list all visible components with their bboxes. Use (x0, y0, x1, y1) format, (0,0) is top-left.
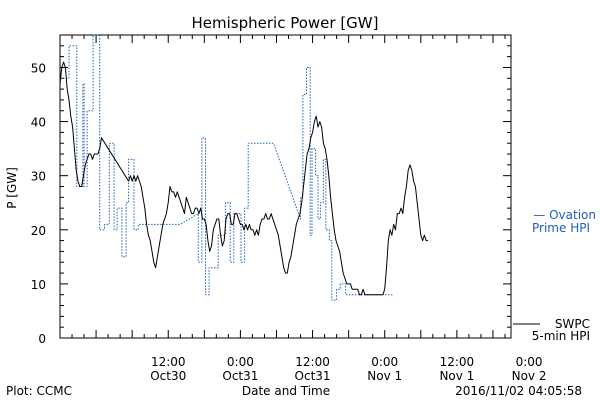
x-tick-label-time: 0:00 (227, 355, 254, 369)
y-tick-label: 30 (31, 170, 46, 184)
y-tick-label: 50 (31, 61, 46, 75)
legend-swpc-line1: SWPC (555, 317, 590, 331)
series-layer (59, 34, 428, 301)
y-axis: 0 10 20 30 40 50 (31, 34, 511, 346)
x-tick-label-date: Oct31 (295, 369, 331, 383)
x-tick-label-date: Oct30 (150, 369, 186, 383)
y-tick-label: 20 (31, 224, 46, 238)
y-axis-label: P [GW] (5, 167, 19, 209)
series-ovation-line (60, 34, 394, 301)
x-tick-label-date: Oct31 (222, 369, 258, 383)
x-tick-label-time: 0:00 (516, 355, 543, 369)
y-tick-label: 40 (31, 116, 46, 130)
x-tick-label-time: 0:00 (371, 355, 398, 369)
legend-ovation-line1: — Ovation (533, 208, 596, 222)
x-tick-label-time: 12:00 (151, 355, 186, 369)
x-axis-label: Date and Time (242, 384, 330, 398)
x-tick-label-time: 12:00 (295, 355, 330, 369)
x-tick-label-date: Nov 1 (367, 369, 402, 383)
series-swpc-line (59, 61, 428, 296)
plot-credit: Plot: CCMC (6, 384, 72, 398)
chart-title: Hemispheric Power [GW] (192, 14, 379, 32)
x-tick-label-date: Nov 2 (512, 369, 547, 383)
plot-area (59, 34, 512, 339)
y-tick-label: 10 (31, 278, 46, 292)
y-tick-label: 0 (38, 332, 46, 346)
legend-ovation-line2: Prime HPI (532, 221, 590, 235)
timestamp: 2016/11/02 04:05:58 (455, 384, 582, 398)
x-tick-label-date: Nov 1 (439, 369, 474, 383)
plot-frame (59, 34, 512, 339)
legend-swpc-line2: 5-min HPI (532, 329, 590, 343)
x-tick-label-time: 12:00 (440, 355, 475, 369)
